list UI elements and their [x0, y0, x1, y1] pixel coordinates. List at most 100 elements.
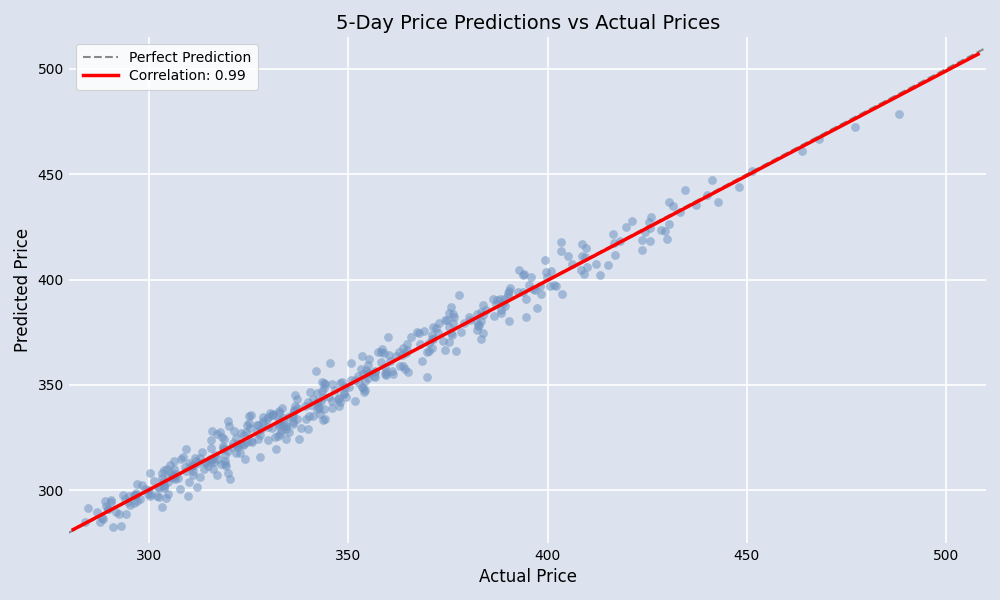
- Point: [378, 370, 394, 380]
- Point: [573, 265, 589, 275]
- Point: [156, 481, 172, 491]
- Point: [688, 200, 704, 209]
- Point: [216, 444, 232, 454]
- Point: [271, 408, 287, 418]
- Point: [108, 507, 124, 517]
- Point: [642, 223, 658, 233]
- Point: [311, 403, 327, 413]
- Point: [297, 401, 313, 410]
- Point: [445, 310, 461, 319]
- Point: [377, 362, 393, 372]
- Point: [385, 369, 401, 379]
- Correlation: 0.99: (497, 496): 0.99: (497, 496): [927, 74, 939, 82]
- Point: [156, 465, 172, 475]
- Point: [243, 410, 259, 419]
- Point: [358, 365, 374, 375]
- Point: [366, 371, 382, 381]
- Point: [137, 484, 153, 494]
- Point: [289, 394, 305, 403]
- Point: [475, 300, 491, 310]
- Point: [542, 281, 558, 291]
- Point: [272, 429, 288, 439]
- Point: [502, 283, 518, 292]
- Point: [578, 244, 594, 253]
- Point: [744, 166, 760, 175]
- Point: [255, 416, 271, 426]
- Point: [120, 497, 136, 507]
- Correlation: 0.99: (489, 488): 0.99: (489, 488): [895, 91, 907, 98]
- Point: [343, 375, 359, 385]
- Point: [291, 434, 307, 443]
- Point: [577, 252, 593, 262]
- Point: [397, 364, 413, 374]
- Point: [238, 428, 254, 437]
- Point: [461, 313, 477, 322]
- Point: [373, 347, 389, 356]
- Point: [310, 397, 326, 407]
- Point: [538, 267, 554, 277]
- Point: [475, 310, 491, 320]
- Point: [347, 397, 363, 406]
- Point: [217, 456, 233, 466]
- Point: [278, 424, 294, 434]
- Correlation: 0.99: (341, 341): 0.99: (341, 341): [308, 400, 320, 407]
- Point: [253, 424, 269, 433]
- Point: [217, 459, 233, 469]
- Point: [265, 410, 281, 420]
- Point: [268, 444, 284, 454]
- Point: [235, 440, 251, 450]
- Point: [419, 347, 435, 357]
- Point: [271, 417, 287, 427]
- Point: [592, 270, 608, 280]
- Point: [501, 316, 517, 326]
- Point: [347, 375, 363, 385]
- Point: [303, 400, 319, 410]
- Point: [564, 260, 580, 269]
- Point: [203, 458, 219, 467]
- Point: [271, 421, 287, 431]
- Point: [489, 295, 505, 305]
- Point: [111, 509, 127, 519]
- Point: [151, 483, 167, 493]
- Point: [310, 401, 326, 410]
- Point: [158, 493, 174, 502]
- Point: [221, 422, 237, 431]
- Point: [367, 372, 383, 382]
- Point: [166, 471, 182, 481]
- Point: [470, 321, 486, 331]
- Point: [380, 332, 396, 342]
- Point: [105, 522, 121, 532]
- Point: [634, 245, 650, 254]
- Point: [267, 432, 283, 442]
- Point: [532, 281, 548, 290]
- Point: [280, 412, 296, 422]
- Point: [421, 346, 437, 356]
- Point: [391, 347, 407, 357]
- Point: [518, 313, 534, 322]
- Point: [305, 412, 321, 421]
- Point: [210, 454, 226, 464]
- Point: [184, 460, 200, 469]
- Point: [525, 284, 541, 294]
- Point: [255, 418, 271, 428]
- Point: [103, 497, 119, 506]
- Correlation: 0.99: (323, 323): 0.99: (323, 323): [235, 437, 247, 445]
- Point: [399, 339, 415, 349]
- Point: [324, 379, 340, 389]
- Point: [140, 489, 156, 499]
- Point: [203, 443, 219, 453]
- Point: [300, 424, 316, 434]
- Point: [156, 483, 172, 493]
- Point: [794, 146, 810, 156]
- Point: [811, 134, 827, 143]
- Point: [192, 453, 208, 463]
- Point: [437, 316, 453, 325]
- Point: [445, 319, 461, 328]
- Point: [553, 246, 569, 256]
- Point: [350, 371, 366, 381]
- Point: [289, 414, 305, 424]
- Point: [443, 302, 459, 312]
- Point: [337, 382, 353, 392]
- Point: [322, 359, 338, 368]
- Point: [302, 387, 318, 397]
